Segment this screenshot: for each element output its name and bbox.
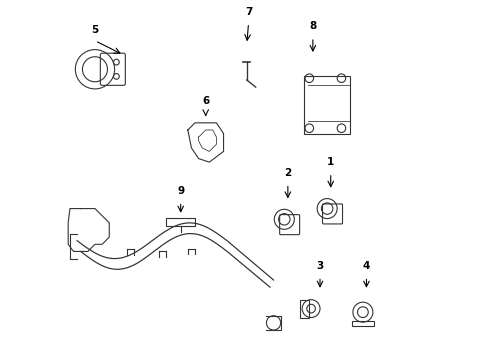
Text: 2: 2	[284, 168, 292, 178]
Text: 9: 9	[177, 186, 184, 196]
Text: 5: 5	[91, 25, 98, 35]
Bar	[352, 321, 373, 327]
Text: 7: 7	[245, 7, 252, 17]
Bar	[300, 300, 309, 318]
Text: 3: 3	[317, 261, 323, 271]
Bar	[304, 76, 350, 134]
Text: 1: 1	[327, 157, 334, 167]
Text: 6: 6	[202, 96, 209, 107]
Text: 4: 4	[363, 261, 370, 271]
Bar	[167, 217, 195, 226]
Text: 8: 8	[309, 21, 317, 31]
